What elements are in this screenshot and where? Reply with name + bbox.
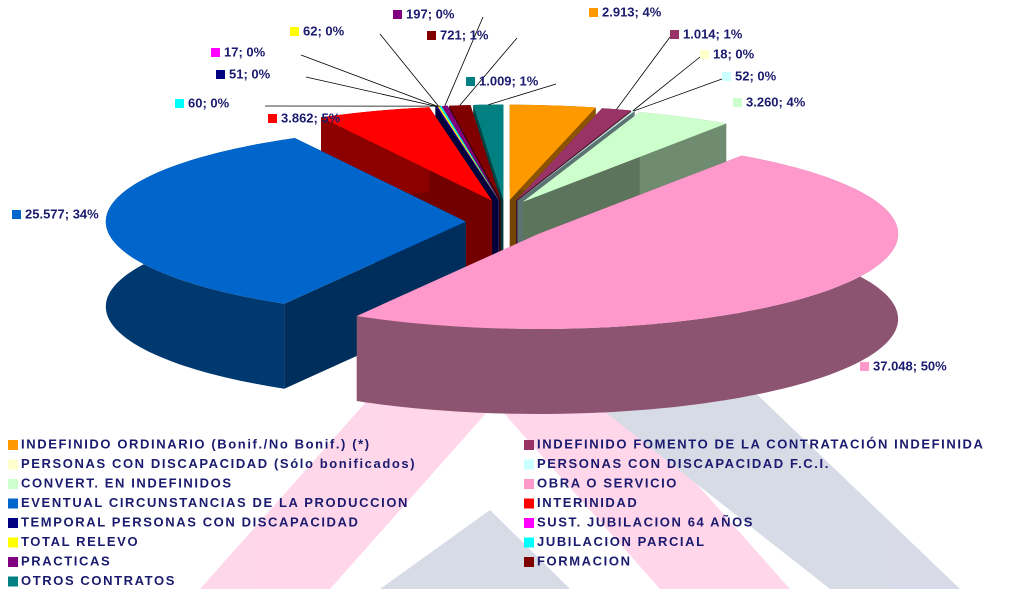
legend-label: INDEFINIDO FOMENTO DE LA CONTRATACIÓN IN…	[537, 436, 985, 451]
value-label: 1.009; 1%	[479, 73, 539, 88]
legend-label: SUST. JUBILACION 64 AÑOS	[537, 514, 754, 529]
value-label: 60; 0%	[188, 95, 230, 110]
label-swatch	[860, 362, 869, 371]
legend-label: PERSONAS CON DISCAPACIDAD F.C.I.	[537, 456, 830, 471]
legend-swatch	[524, 557, 534, 567]
legend-swatch	[524, 538, 534, 548]
value-label: 17; 0%	[224, 44, 266, 59]
value-label: 197; 0%	[406, 6, 455, 21]
label-swatch	[216, 70, 225, 79]
leader-line	[634, 79, 722, 111]
label-swatch	[12, 210, 21, 219]
label-swatch	[427, 31, 436, 40]
legend-swatch	[8, 479, 18, 489]
label-swatch	[722, 72, 731, 81]
legend-label: TEMPORAL PERSONAS CON DISCAPACIDAD	[21, 514, 360, 529]
value-label: 25.577; 34%	[25, 206, 99, 221]
value-label: 18; 0%	[713, 46, 755, 61]
value-label: 1.014; 1%	[683, 26, 743, 41]
legend-label: FORMACION	[537, 553, 632, 568]
legend-label: INDEFINIDO ORDINARIO (Bonif./No Bonif.) …	[21, 436, 371, 451]
legend-label: INTERINIDAD	[537, 495, 638, 510]
legend-swatch	[524, 479, 534, 489]
legend-swatch	[8, 577, 18, 587]
label-swatch	[670, 30, 679, 39]
leader-line	[633, 57, 700, 111]
label-swatch	[700, 50, 709, 59]
legend-swatch	[8, 499, 18, 509]
value-label: 3.260; 4%	[746, 94, 806, 109]
legend-label: JUBILACION PARCIAL	[537, 534, 706, 549]
leader-line	[460, 38, 517, 105]
legend-swatch	[8, 440, 18, 450]
value-label: 2.913; 4%	[602, 4, 662, 19]
legend-swatch	[8, 557, 18, 567]
legend-label: PRACTICAS	[21, 553, 111, 568]
label-swatch	[290, 27, 299, 36]
legend-label: TOTAL RELEVO	[21, 534, 139, 549]
leader-line	[617, 37, 670, 109]
legend-label: CONVERT. EN INDEFINIDOS	[21, 475, 233, 490]
legend-label: PERSONAS CON DISCAPACIDAD (Sólo bonifica…	[21, 456, 416, 471]
legend-swatch	[524, 440, 534, 450]
value-label: 3.862; 5%	[281, 110, 341, 125]
label-swatch	[175, 99, 184, 108]
value-label: 62; 0%	[303, 23, 345, 38]
value-label: 51; 0%	[229, 66, 271, 81]
legend-swatch	[8, 518, 18, 528]
legend-swatch	[524, 518, 534, 528]
legend-swatch	[8, 460, 18, 470]
label-swatch	[733, 98, 742, 107]
label-swatch	[268, 114, 277, 123]
label-swatch	[211, 48, 220, 57]
value-label: 52; 0%	[735, 68, 777, 83]
label-swatch	[589, 8, 598, 17]
legend-swatch	[524, 499, 534, 509]
legend-label: OBRA O SERVICIO	[537, 475, 678, 490]
value-label: 721; 1%	[440, 27, 489, 42]
legend-swatch	[8, 538, 18, 548]
legend-label: EVENTUAL CIRCUNSTANCIAS DE LA PRODUCCION	[21, 495, 409, 510]
legend-swatch	[524, 460, 534, 470]
value-label: 37.048; 50%	[873, 358, 947, 373]
legend-label: OTROS CONTRATOS	[21, 573, 176, 588]
label-swatch	[393, 10, 402, 19]
label-swatch	[466, 77, 475, 86]
